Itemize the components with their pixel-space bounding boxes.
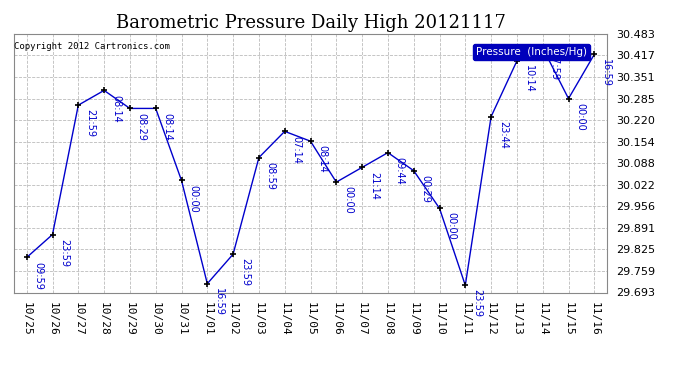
Text: 10:14: 10:14 [524, 65, 534, 93]
Text: 00:29: 00:29 [421, 175, 431, 203]
Text: 23:44: 23:44 [498, 121, 508, 148]
Text: 00:00: 00:00 [343, 186, 353, 214]
Text: 07:59: 07:59 [550, 52, 560, 80]
Text: 09:59: 09:59 [34, 262, 43, 290]
Text: 23:59: 23:59 [472, 290, 482, 318]
Text: 09:44: 09:44 [395, 157, 405, 184]
Text: 23:59: 23:59 [59, 239, 70, 267]
Text: Copyright 2012 Cartronics.com: Copyright 2012 Cartronics.com [14, 42, 170, 51]
Text: 08:29: 08:29 [137, 112, 147, 141]
Text: 00:00: 00:00 [575, 103, 585, 130]
Legend: Pressure  (Inches/Hg): Pressure (Inches/Hg) [473, 44, 590, 60]
Text: 16:59: 16:59 [601, 58, 611, 86]
Text: 08:14: 08:14 [163, 112, 172, 140]
Text: 00:00: 00:00 [188, 184, 199, 212]
Text: 21:59: 21:59 [86, 110, 95, 137]
Text: 08:59: 08:59 [266, 162, 276, 190]
Text: 16:59: 16:59 [214, 288, 224, 316]
Text: 07:14: 07:14 [292, 135, 302, 164]
Text: 21:14: 21:14 [369, 171, 379, 200]
Text: 00:00: 00:00 [446, 213, 457, 240]
Text: 08:14: 08:14 [111, 94, 121, 122]
Text: 23:59: 23:59 [240, 258, 250, 286]
Text: 08:14: 08:14 [317, 146, 328, 173]
Title: Barometric Pressure Daily High 20121117: Barometric Pressure Daily High 20121117 [115, 14, 506, 32]
